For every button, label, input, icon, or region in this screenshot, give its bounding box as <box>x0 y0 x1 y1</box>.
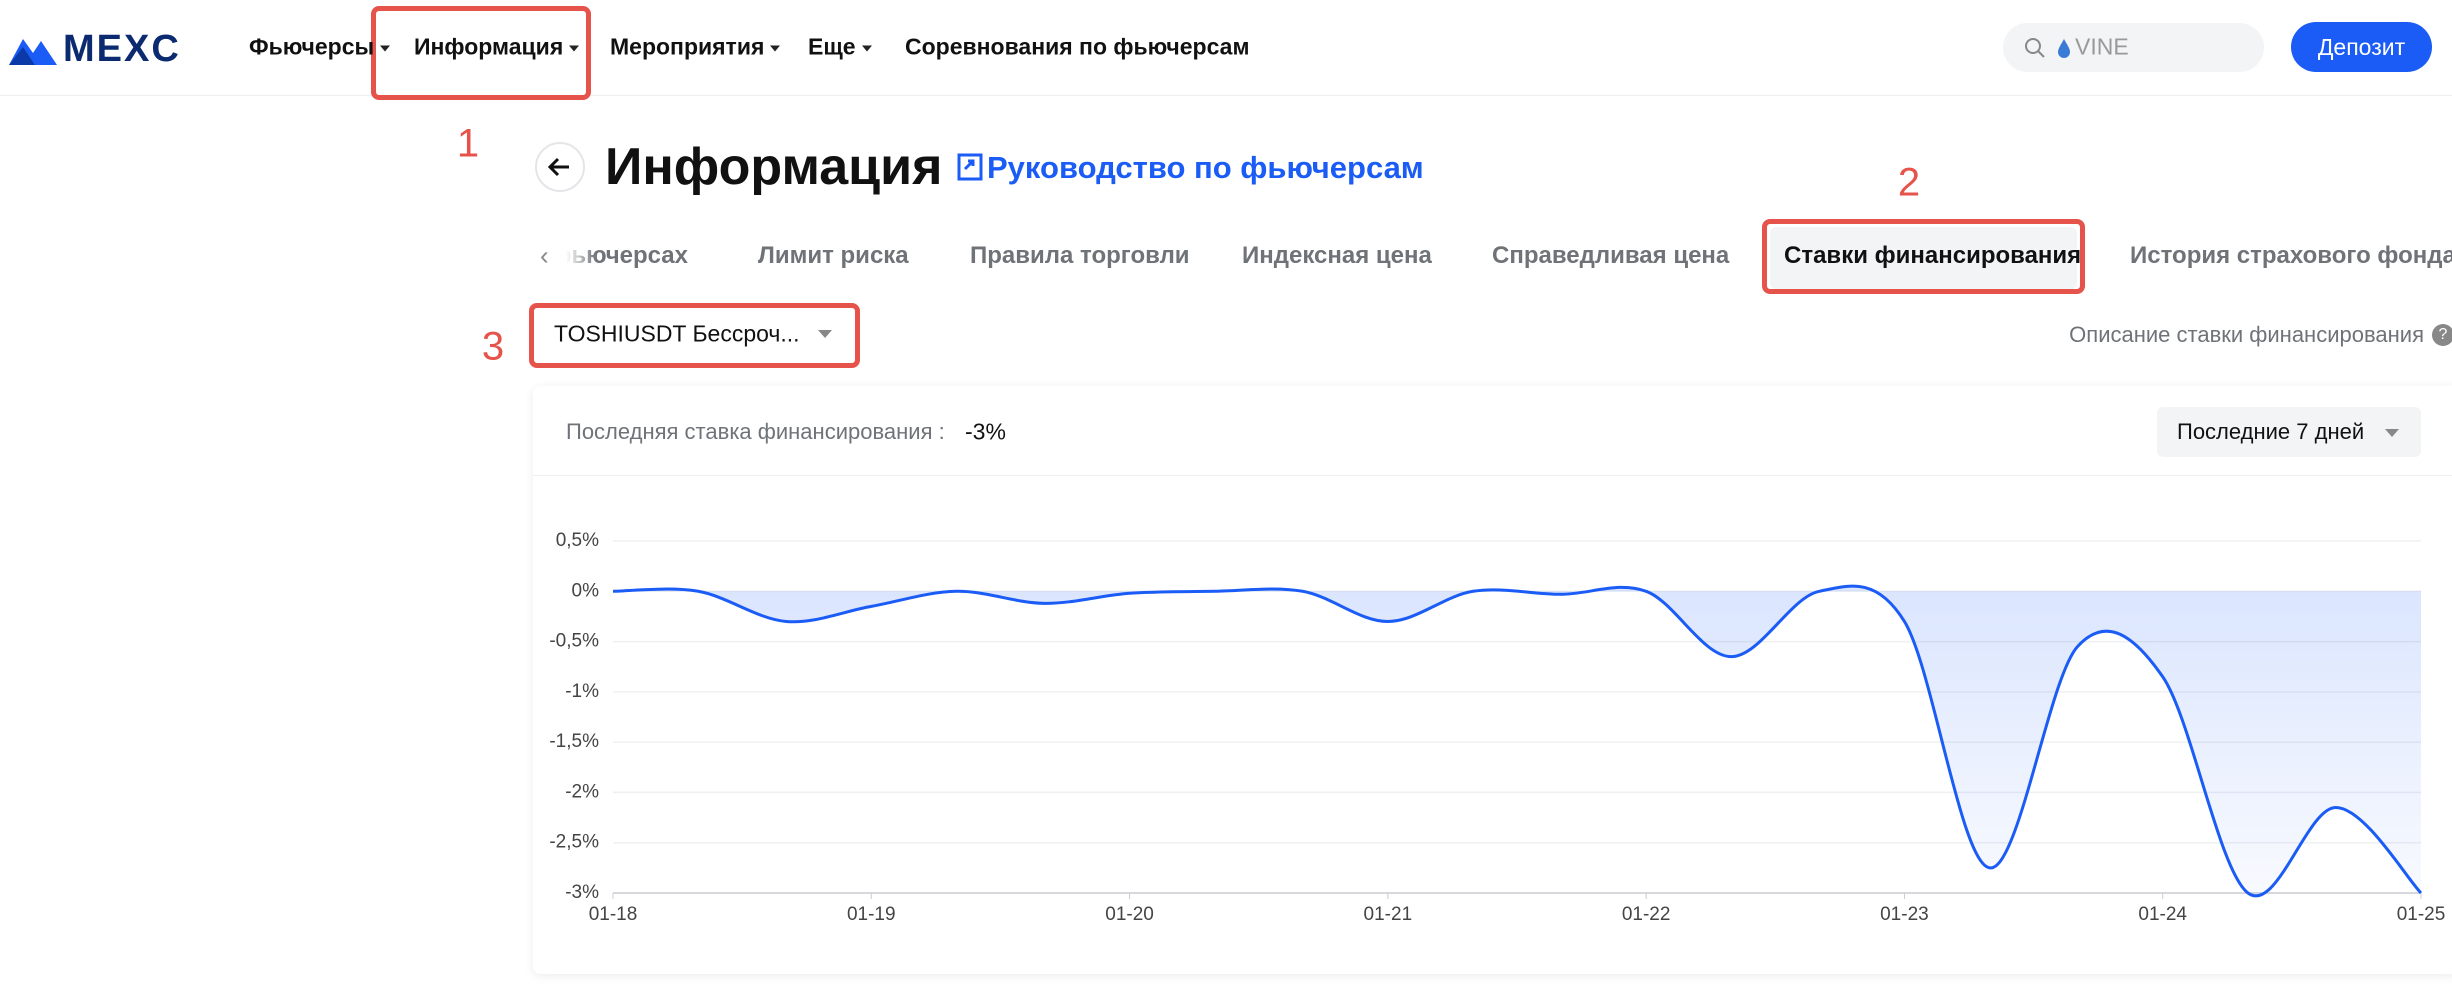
nav-caret <box>770 45 781 52</box>
logo[interactable]: MEXC <box>9 28 181 71</box>
header-border <box>0 95 2452 96</box>
logo-icon <box>9 38 57 65</box>
guide-icon <box>957 153 983 181</box>
annotation-box <box>1762 219 2085 294</box>
drop-icon <box>2058 39 2070 58</box>
tab[interactable]: История страхового фонда <box>2130 242 2452 269</box>
line <box>612 584 2423 898</box>
tab[interactable]: Справедливая цена <box>1492 242 1730 269</box>
search-placeholder: VINE <box>2075 33 2129 60</box>
tab[interactable]: Индексная цена <box>1242 242 1432 269</box>
y-tick-label: -2,5% <box>549 832 599 853</box>
annotation-box <box>529 303 860 368</box>
back-button[interactable] <box>534 141 586 193</box>
description-link[interactable]: Описание ставки финансирования <box>2069 322 2424 347</box>
latest-value: -3% <box>965 418 1006 445</box>
y-tick-label: -2% <box>565 781 599 802</box>
y-tick-label: -3% <box>565 882 599 903</box>
x-tick-label: 01-20 <box>1105 904 1154 925</box>
y-tick-label: -1% <box>565 681 599 702</box>
annotation-box <box>371 6 591 100</box>
x-tick-label: 01-23 <box>1880 904 1929 925</box>
nav-item[interactable]: Соревнования по фьючерсам <box>905 33 1250 60</box>
x-tick-label: 01-25 <box>2397 904 2446 925</box>
area-fill <box>613 586 2421 896</box>
period-text: Последние 7 дней <box>2177 419 2365 444</box>
chart-card <box>533 386 2452 974</box>
active-tab-bg <box>1770 227 2077 289</box>
x-tick-label: 01-18 <box>589 904 638 925</box>
card-divider <box>533 475 2452 476</box>
nav-item[interactable]: Фьючерсы <box>249 34 391 61</box>
annotation: 1 <box>456 121 480 166</box>
annotation: 3 <box>481 324 505 369</box>
guide-link[interactable]: Руководство по фьючерсам <box>987 150 1424 185</box>
contract-name: TOSHIUSDT Бессроч... <box>554 320 800 347</box>
x-tick-label: 01-21 <box>1364 904 1413 925</box>
nav-caret <box>861 45 872 52</box>
tab[interactable]: Правила торговли <box>970 242 1190 269</box>
x-tick-label: 01-22 <box>1622 904 1671 925</box>
y-tick-label: -1,5% <box>549 731 599 752</box>
x-tick-label: 01-24 <box>2138 904 2187 925</box>
logo-text: MEXC <box>63 28 181 70</box>
x-tick-label: 01-19 <box>847 904 896 925</box>
annotation: 2 <box>1897 160 1921 205</box>
page-title: Информация <box>605 138 943 196</box>
y-tick-label: 0,5% <box>556 530 599 551</box>
tab-active[interactable]: Ставки финансирования <box>1784 242 2082 269</box>
nav-caret <box>380 45 391 52</box>
tab[interactable]: Лимит риска <box>758 242 909 269</box>
nav-caret <box>569 45 580 52</box>
y-tick-label: 0% <box>572 580 600 601</box>
help-icon[interactable]: ? <box>2432 324 2452 346</box>
y-tick-label: -0,5% <box>549 631 599 652</box>
tabs-prev[interactable]: ‹ <box>540 240 549 271</box>
latest-label: Последняя ставка финансирования : <box>566 419 945 444</box>
search-icon <box>2025 38 2045 58</box>
search-box[interactable]: VINE <box>2003 23 2264 72</box>
select-caret <box>818 330 832 338</box>
nav-item[interactable]: Еще <box>808 34 872 61</box>
select-caret <box>2385 429 2399 437</box>
nav-item[interactable]: Информация <box>414 34 580 61</box>
nav-item[interactable]: Мероприятия <box>610 34 781 61</box>
tab[interactable]: фьючерсах <box>566 242 688 269</box>
period-select[interactable]: Последние 7 дней <box>2157 407 2421 457</box>
deposit-button[interactable]: Депозит <box>2291 22 2432 72</box>
